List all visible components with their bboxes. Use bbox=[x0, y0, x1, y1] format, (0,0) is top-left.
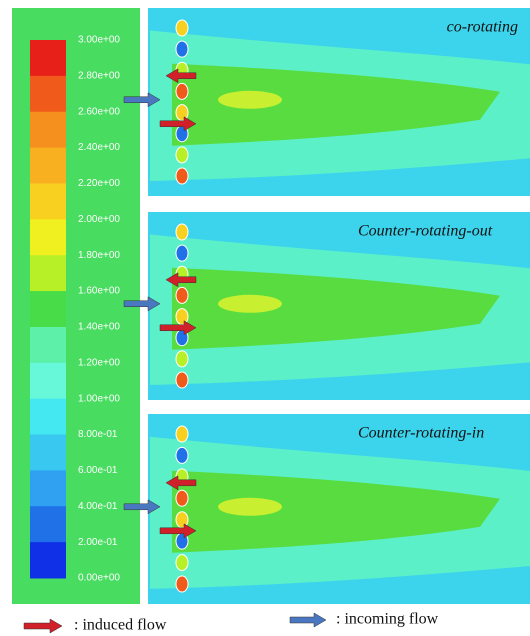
color-bin bbox=[30, 363, 66, 399]
blade-vortex bbox=[176, 168, 188, 184]
contour-panel: co-rotating bbox=[124, 8, 530, 196]
color-bin bbox=[30, 219, 66, 255]
colorbar-label: 0.00e+00 bbox=[78, 573, 120, 584]
blade-vortex bbox=[176, 490, 188, 506]
core bbox=[218, 295, 282, 313]
colorbar-label: 8.00e-01 bbox=[78, 429, 118, 440]
panel-title: co-rotating bbox=[447, 19, 518, 36]
color-bin bbox=[30, 255, 66, 291]
color-bin bbox=[30, 399, 66, 435]
panel-title: Counter-rotating-out bbox=[358, 223, 493, 240]
colorbar-label: 1.20e+00 bbox=[78, 357, 120, 368]
figure: 3.00e+00 2.80e+00 2.60e+00 2.40e+00 2.20e+00… bbox=[0, 0, 530, 636]
contour-panel: Counter-rotating-out bbox=[124, 212, 530, 400]
blade-vortex bbox=[176, 576, 188, 592]
core bbox=[218, 91, 282, 109]
legend: : induced flow : incoming flow bbox=[24, 611, 439, 634]
core bbox=[218, 498, 282, 516]
colorbar-label: 4.00e-01 bbox=[78, 501, 118, 512]
color-bin bbox=[30, 291, 66, 327]
blade-vortex bbox=[176, 555, 188, 571]
blade-vortex bbox=[176, 426, 188, 442]
blade-vortex bbox=[176, 372, 188, 388]
blade-vortex bbox=[176, 83, 188, 99]
blade-vortex bbox=[176, 245, 188, 261]
color-bin bbox=[30, 435, 66, 471]
colorbar-label: 2.40e+00 bbox=[78, 142, 120, 153]
colorbar-label: 1.80e+00 bbox=[78, 250, 120, 261]
contour-panel: Counter-rotating-in bbox=[124, 414, 530, 604]
colorbar-label: 2.60e+00 bbox=[78, 106, 120, 117]
color-bin bbox=[30, 183, 66, 219]
blade-vortex bbox=[176, 224, 188, 240]
color-bin bbox=[30, 506, 66, 542]
colorbar-label: 2.00e+00 bbox=[78, 214, 120, 225]
legend-label: : induced flow bbox=[74, 617, 167, 634]
color-bin bbox=[30, 148, 66, 184]
colorbar-label: 3.00e+00 bbox=[78, 35, 120, 46]
colorbar-label: 1.00e+00 bbox=[78, 393, 120, 404]
colorbar-label: 2.80e+00 bbox=[78, 71, 120, 82]
color-bin bbox=[30, 542, 66, 578]
colorbar-label: 2.20e+00 bbox=[78, 178, 120, 189]
blade-vortex bbox=[176, 41, 188, 57]
color-bin bbox=[30, 470, 66, 506]
blade-vortex bbox=[176, 147, 188, 163]
color-bin bbox=[30, 40, 66, 76]
legend-label: : incoming flow bbox=[336, 611, 439, 628]
colorbar-label: 2.00e-01 bbox=[78, 537, 118, 548]
blade-vortex bbox=[176, 287, 188, 303]
colorbar-label: 1.60e+00 bbox=[78, 286, 120, 297]
panel-title: Counter-rotating-in bbox=[358, 425, 484, 442]
contour-panels: co-rotating Counter-rotating-out Counter-r… bbox=[124, 8, 530, 604]
color-bin bbox=[30, 76, 66, 112]
blade-vortex bbox=[176, 351, 188, 367]
blade-vortex bbox=[176, 447, 188, 463]
colorbar-label: 6.00e-01 bbox=[78, 465, 118, 476]
legend-arrow bbox=[290, 613, 326, 627]
legend-arrow bbox=[24, 619, 62, 633]
color-bin bbox=[30, 112, 66, 148]
colorbar-label: 1.40e+00 bbox=[78, 322, 120, 333]
blade-vortex bbox=[176, 20, 188, 36]
color-bin bbox=[30, 327, 66, 363]
